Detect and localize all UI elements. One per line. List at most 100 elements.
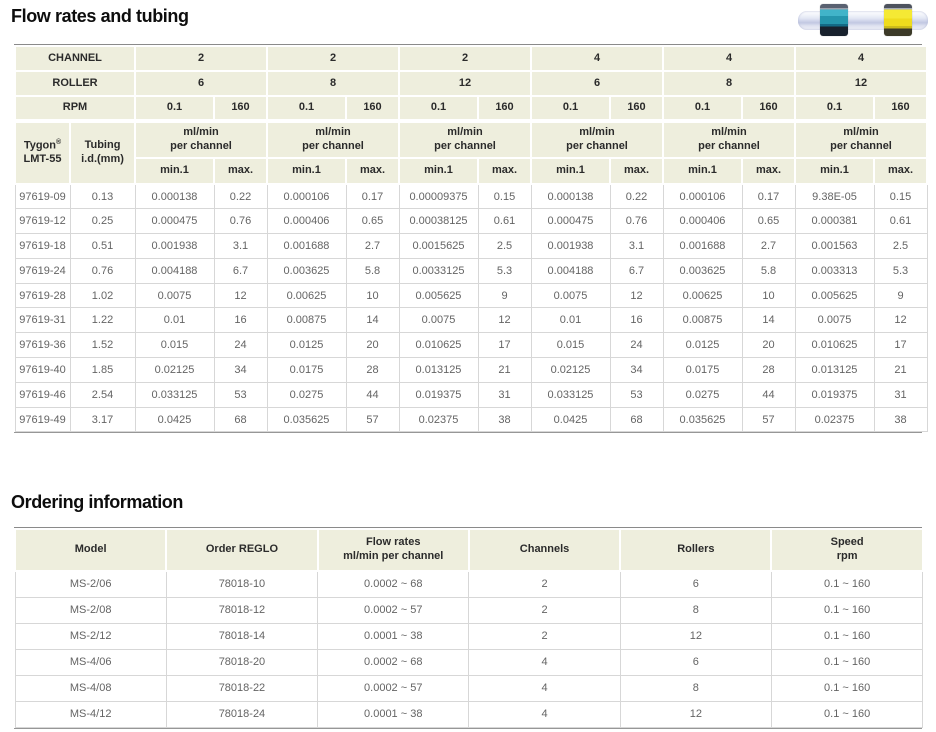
ordering-info-table: Model Order REGLO Flow rates ml/min per cha… (13, 528, 924, 728)
flow-cell-value: 0.65 (741, 208, 796, 235)
flow-cell-value: 17 (477, 332, 532, 359)
flow-cell-value: 0.000138 (134, 183, 215, 210)
flow-table-row: 97619-09 0.13 0.000138 0.22 0.000106 0.17 0.00… (14, 183, 928, 210)
flow-row-tygon-part: 97619-24 (14, 257, 71, 284)
flow-cell-value: 0.019375 (794, 381, 875, 408)
flow-cell-value: 0.02375 (794, 406, 875, 433)
flow-cell-value: 0.00625 (662, 282, 743, 309)
flow-row-tygon-part: 97619-12 (14, 208, 71, 235)
flow-cell-value: 3.1 (213, 233, 268, 259)
flow-cell-value: 20 (345, 332, 400, 359)
flow-cell-value: 0.000475 (134, 208, 215, 235)
flow-cell-value: 21 (477, 357, 532, 383)
flow-cell-value: 28 (741, 357, 796, 383)
ordering-table-row: MS-4/12 78018-24 0.0001 ~ 38 4 12 0.1 ~ 160 (14, 700, 924, 728)
flow-cell-value: 0.01 (134, 307, 215, 334)
flow-cell-value: 0.0033125 (398, 257, 479, 284)
flow-max-header: max. (213, 157, 268, 185)
flow-row-tubing-id: 3.17 (69, 406, 136, 433)
flow-max-header: max. (609, 157, 664, 185)
flow-cell-value: 34 (213, 357, 268, 383)
flow-rates-table-wrap: CHANNEL 2 2 2 4 4 4 ROLLER 6 8 12 6 8 12 RPM 0.1 160 0.1 1… (14, 44, 928, 434)
flow-cell-value: 5.8 (741, 257, 796, 284)
flow-cell-value: 12 (873, 307, 928, 334)
flow-cell-value: 12 (477, 307, 532, 334)
flow-cell-value: 0.0175 (662, 357, 743, 383)
flow-cell-value: 0.76 (213, 208, 268, 235)
flow-channel-value: 2 (266, 45, 400, 72)
flow-row-tubing-id: 0.25 (69, 208, 136, 235)
flow-rpm-value: 160 (741, 95, 796, 122)
ordering-cell-rollers: 8 (619, 596, 772, 624)
ordering-cell-order-reglo: 78018-24 (165, 700, 319, 728)
ordering-cell-rollers: 12 (619, 700, 772, 728)
ordering-cell-flow-rates: 0.0002 ~ 68 (317, 648, 470, 676)
flow-cell-value: 12 (609, 282, 664, 309)
flow-cell-value: 0.17 (345, 183, 400, 210)
ordering-table-row: MS-4/08 78018-22 0.0002 ~ 57 4 8 0.1 ~ 160 (14, 674, 924, 702)
flow-rpm-value: 160 (873, 95, 928, 122)
flow-row-tubing-id: 1.22 (69, 307, 136, 334)
flow-row-tygon-part: 97619-46 (14, 381, 71, 408)
ordering-title: Ordering information (11, 492, 184, 512)
flow-roller-value: 6 (530, 70, 664, 97)
flow-cell-value: 10 (345, 282, 400, 309)
flow-cell-value: 20 (741, 332, 796, 359)
flow-cell-value: 0.015 (530, 332, 611, 359)
ordering-cell-flow-rates: 0.0001 ~ 38 (317, 622, 470, 650)
flow-cell-value: 5.3 (873, 257, 928, 284)
flow-roller-value: 8 (662, 70, 796, 97)
ordering-table-row: MS-4/06 78018-20 0.0002 ~ 68 4 6 0.1 ~ 160 (14, 648, 924, 676)
flow-row-tygon-part: 97619-28 (14, 282, 71, 309)
ordering-cell-order-reglo: 78018-22 (165, 674, 319, 702)
flow-cell-value: 9.38E-05 (794, 183, 875, 210)
flow-mlmin-header: ml/min per channel (398, 119, 532, 159)
flow-table-row: 97619-28 1.02 0.0075 12 0.00625 10 0.005625 9 0.… (14, 282, 928, 309)
flow-cell-value: 44 (345, 381, 400, 408)
flow-cell-value: 0.033125 (134, 381, 215, 408)
ordering-table-wrap: Model Order REGLO Flow rates ml/min per cha… (13, 527, 924, 729)
flow-cell-value: 0.0125 (266, 332, 347, 359)
flow-cell-value: 0.61 (477, 208, 532, 235)
flow-cell-value: 0.035625 (662, 406, 743, 433)
flow-cell-value: 24 (213, 332, 268, 359)
flow-cell-value: 0.00625 (266, 282, 347, 309)
flow-rpm-value: 0.1 (398, 95, 479, 122)
flow-row-tygon-part: 97619-31 (14, 307, 71, 334)
flow-cell-value: 0.02125 (134, 357, 215, 383)
flow-cell-value: 0.0075 (530, 282, 611, 309)
registered-mark: ® (56, 138, 62, 146)
flow-cell-value: 12 (213, 282, 268, 309)
flow-cell-value: 0.0075 (398, 307, 479, 334)
ordering-cell-rollers: 8 (619, 674, 772, 702)
flow-cell-value: 0.76 (609, 208, 664, 235)
flow-cell-value: 0.013125 (794, 357, 875, 383)
flow-table-row: 97619-46 2.54 0.033125 53 0.0275 44 0.019375 31… (14, 381, 928, 408)
flow-cell-value: 38 (477, 406, 532, 433)
flow-cell-value: 0.001938 (134, 233, 215, 259)
ordering-cell-speed: 0.1 ~ 160 (770, 674, 924, 702)
flow-cell-value: 14 (741, 307, 796, 334)
flow-cell-value: 3.1 (609, 233, 664, 259)
ordering-cell-rollers: 6 (619, 570, 772, 598)
flow-cell-value: 31 (477, 381, 532, 408)
flow-rpm-value: 0.1 (794, 95, 875, 122)
ordering-cell-channels: 4 (468, 700, 621, 728)
flow-min-header: min.1 (662, 157, 743, 185)
flow-cell-value: 0.22 (609, 183, 664, 210)
flow-cell-value: 2.5 (873, 233, 928, 259)
flow-row-tygon-part: 97619-40 (14, 357, 71, 383)
flow-max-header: max. (345, 157, 400, 185)
ordering-cell-order-reglo: 78018-10 (165, 570, 319, 598)
flow-cell-value: 21 (873, 357, 928, 383)
flow-channel-label: CHANNEL (14, 45, 136, 72)
flow-cell-value: 53 (213, 381, 268, 408)
ordering-header-speed: Speed rpm (770, 528, 924, 572)
ordering-cell-model: MS-2/12 (14, 622, 167, 650)
flow-rpm-value: 160 (345, 95, 400, 122)
flow-cell-value: 2.7 (741, 233, 796, 259)
flow-cell-value: 0.0175 (266, 357, 347, 383)
flow-cell-value: 0.000406 (266, 208, 347, 235)
flow-rates-table: CHANNEL 2 2 2 4 4 4 ROLLER 6 8 12 6 8 12 RPM 0.1 160 0.1 1… (14, 45, 928, 433)
flow-row-tubing-id: 0.76 (69, 257, 136, 284)
